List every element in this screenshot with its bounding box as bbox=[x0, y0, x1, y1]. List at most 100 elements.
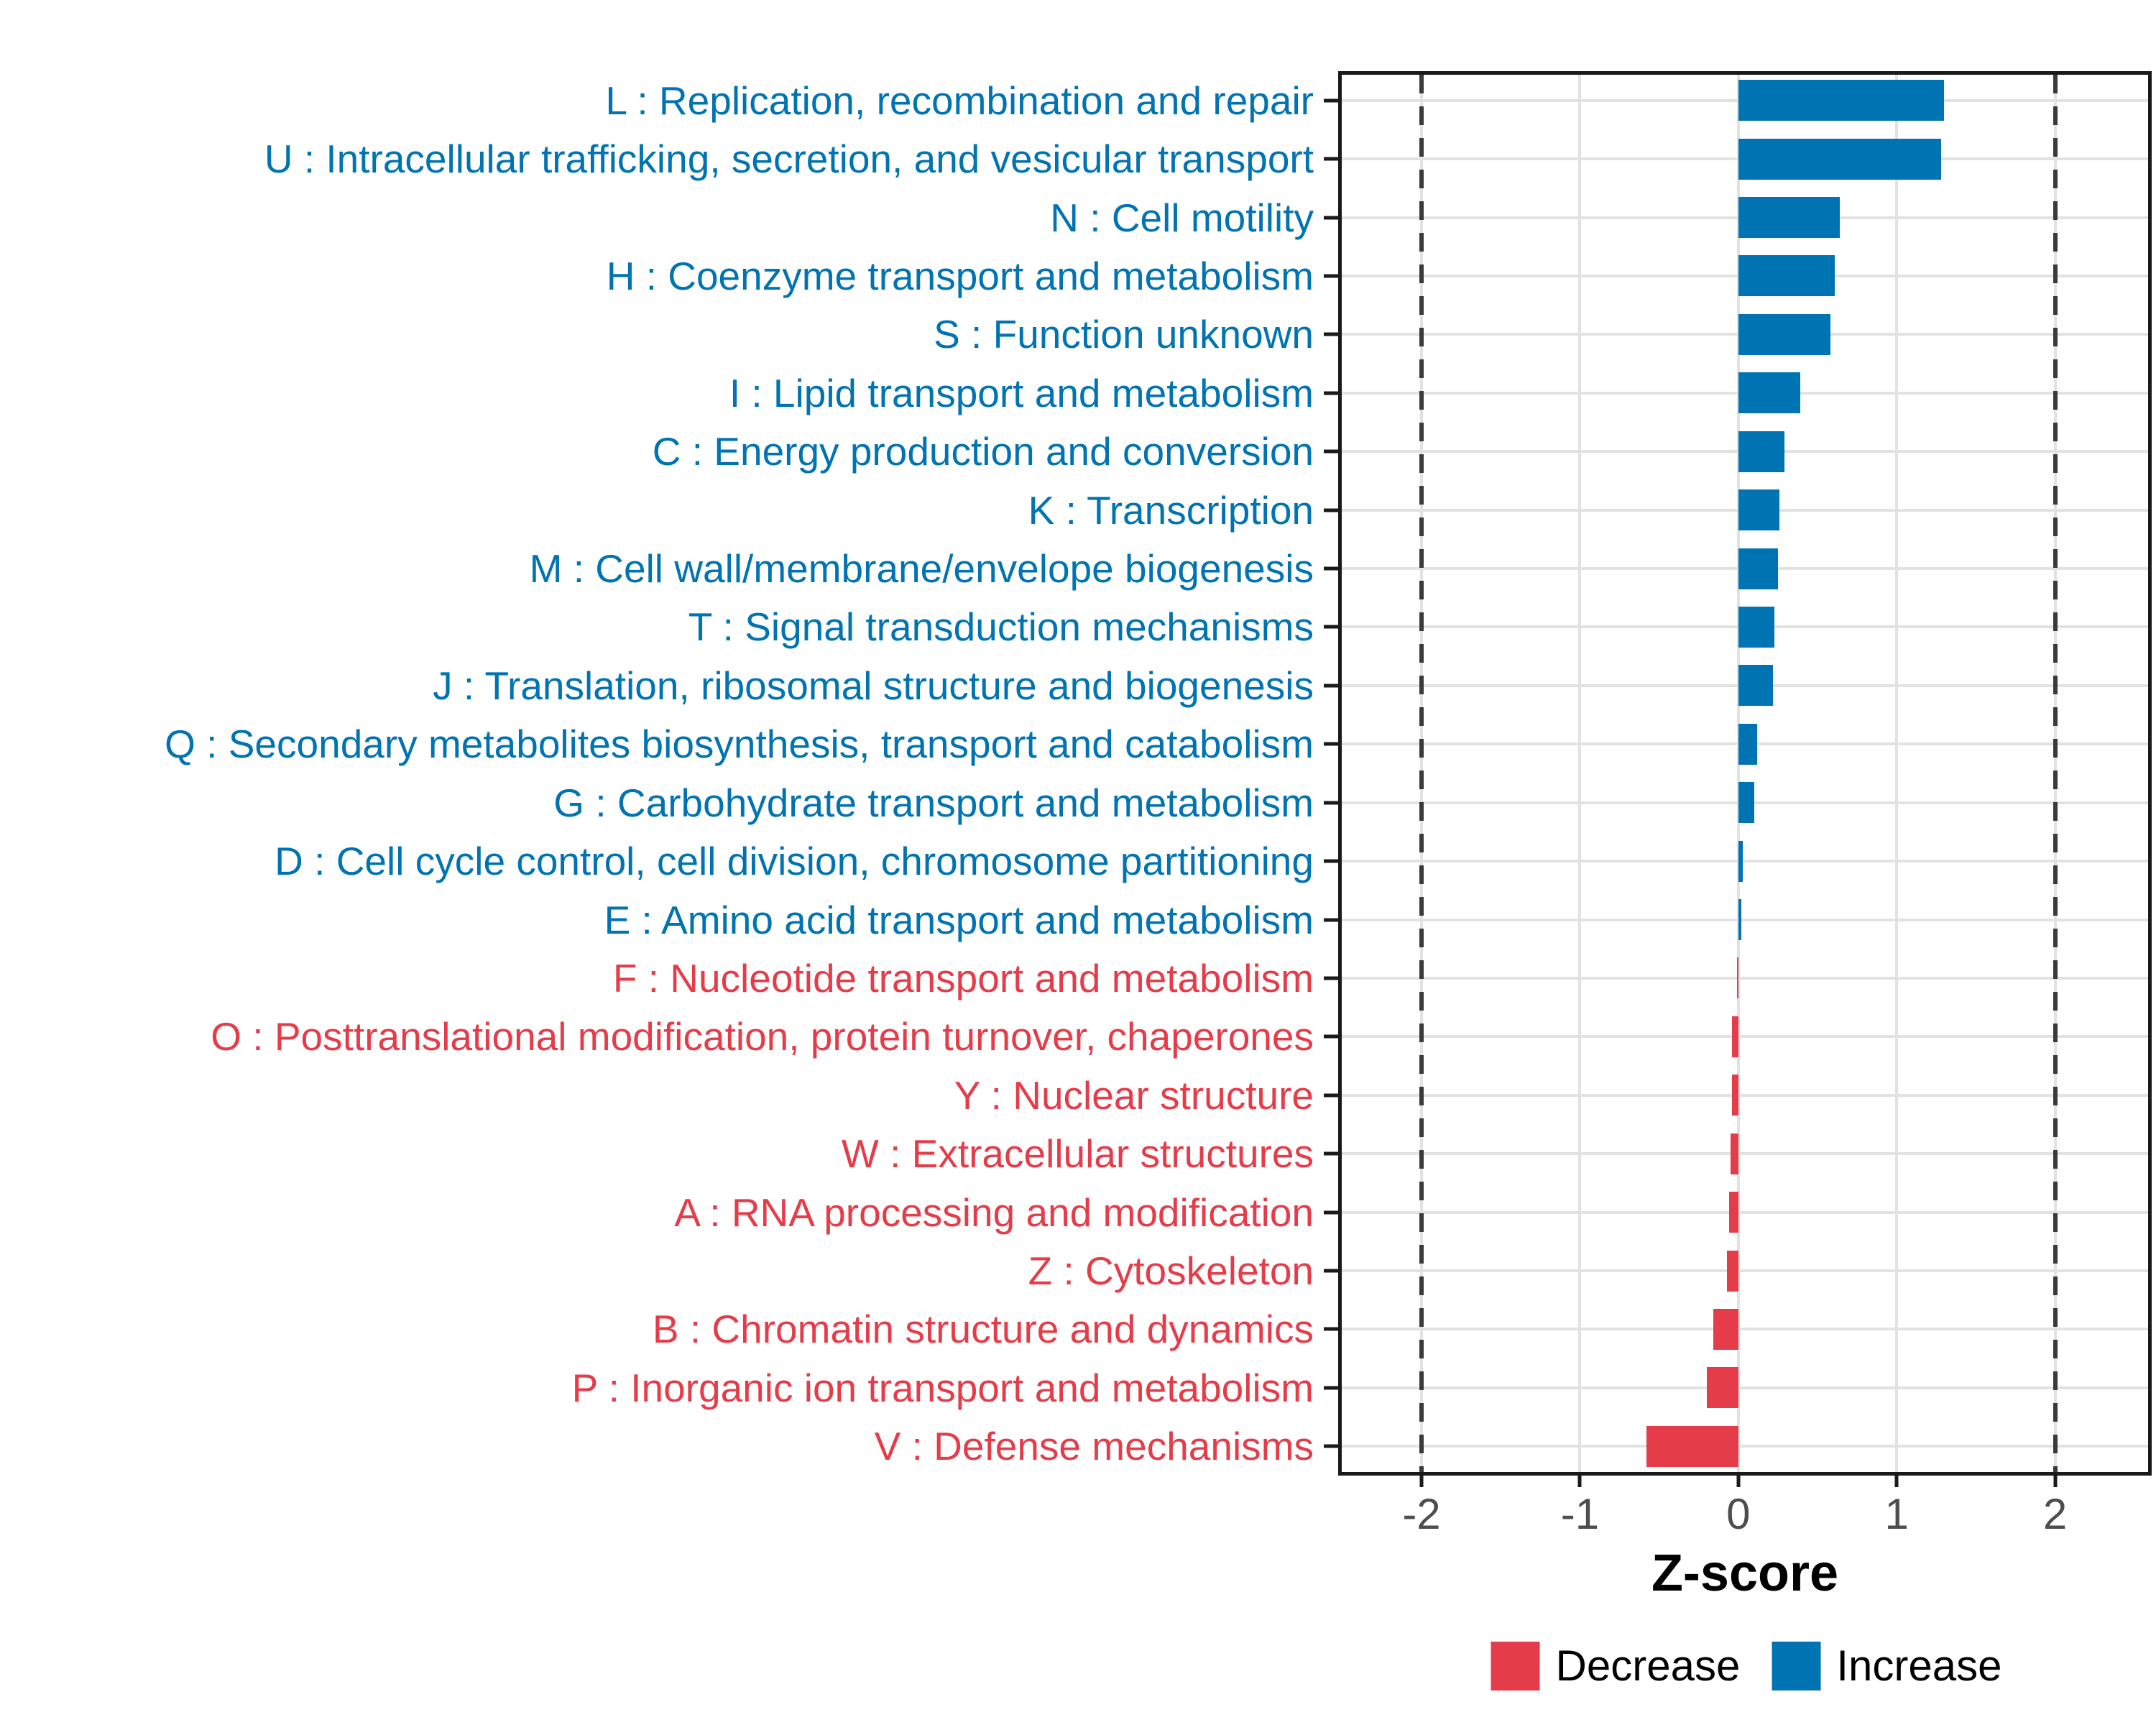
y-axis-tick bbox=[1324, 1151, 1338, 1156]
bar bbox=[1738, 431, 1784, 472]
bar bbox=[1738, 80, 1945, 121]
bar bbox=[1738, 899, 1742, 941]
x-axis-tick bbox=[2053, 1476, 2058, 1487]
x-axis-tick-label: 1 bbox=[1884, 1490, 1909, 1538]
gridline-horizontal bbox=[1342, 1093, 2148, 1097]
bar bbox=[1727, 1250, 1738, 1292]
y-axis-tick bbox=[1324, 1034, 1338, 1039]
x-axis-tick-label: 0 bbox=[1726, 1490, 1751, 1538]
bar bbox=[1738, 665, 1774, 707]
y-axis-label: U : Intracellular trafficking, secretion… bbox=[264, 137, 1314, 182]
y-axis-tick bbox=[1324, 274, 1338, 278]
legend-swatch bbox=[1772, 1641, 1821, 1690]
y-axis-tick bbox=[1324, 742, 1338, 746]
gridline-vertical bbox=[1736, 75, 1740, 1472]
y-axis-label: L : Replication, recombination and repai… bbox=[605, 78, 1314, 123]
y-axis-label: Q : Secondary metabolites biosynthesis, … bbox=[165, 722, 1314, 767]
gridline-horizontal bbox=[1342, 1445, 2148, 1448]
gridline-horizontal bbox=[1342, 1269, 2148, 1273]
bar bbox=[1738, 548, 1778, 589]
x-axis-tick-label: 2 bbox=[2042, 1490, 2068, 1538]
y-axis-tick bbox=[1324, 1327, 1338, 1331]
y-axis-label: S : Function unknown bbox=[934, 312, 1314, 357]
y-axis-label: E : Amino acid transport and metabolism bbox=[604, 897, 1314, 942]
y-axis-tick bbox=[1324, 859, 1338, 863]
bar bbox=[1706, 1367, 1738, 1409]
y-axis-tick bbox=[1324, 1386, 1338, 1390]
y-axis-tick bbox=[1324, 625, 1338, 629]
bar bbox=[1731, 1075, 1738, 1116]
legend-label: Decrease bbox=[1555, 1642, 1741, 1690]
y-axis-label: F : Nucleotide transport and metabolism bbox=[612, 955, 1314, 1000]
y-axis-label: T : Signal transduction mechanisms bbox=[688, 604, 1314, 650]
x-axis-title: Z-score bbox=[1651, 1545, 1839, 1602]
y-axis-tick bbox=[1324, 216, 1338, 220]
plot-panel bbox=[1338, 71, 2152, 1476]
bar bbox=[1713, 1308, 1738, 1350]
y-axis-label: C : Energy production and conversion bbox=[652, 429, 1314, 474]
bar bbox=[1738, 840, 1743, 882]
y-axis-label: Z : Cytoskeleton bbox=[1028, 1248, 1314, 1294]
y-axis-tick bbox=[1324, 976, 1338, 980]
y-axis-tick bbox=[1324, 1210, 1338, 1215]
y-axis-label: O : Posttranslational modification, prot… bbox=[211, 1014, 1314, 1059]
legend: Decrease Increase bbox=[1491, 1641, 2001, 1690]
gridline-horizontal bbox=[1342, 860, 2148, 863]
x-axis-tick bbox=[1894, 1476, 1899, 1487]
dashed-guide-line bbox=[1419, 75, 1424, 1472]
y-axis-tick bbox=[1324, 157, 1338, 161]
y-axis-tick bbox=[1324, 566, 1338, 571]
x-axis-tick bbox=[1736, 1476, 1741, 1487]
gridline-horizontal bbox=[1342, 1152, 2148, 1156]
y-axis-label: P : Inorganic ion transport and metaboli… bbox=[571, 1365, 1314, 1410]
y-axis-label: V : Defense mechanisms bbox=[874, 1424, 1314, 1469]
bar bbox=[1738, 313, 1830, 355]
dashed-guide-line bbox=[2053, 75, 2058, 1472]
y-axis-label: A : RNA processing and modification bbox=[674, 1190, 1314, 1235]
y-axis-tick bbox=[1324, 801, 1338, 805]
y-axis-tick bbox=[1324, 1093, 1338, 1098]
gridline-horizontal bbox=[1342, 918, 2148, 921]
legend-item: Decrease bbox=[1491, 1641, 1741, 1690]
y-axis-tick bbox=[1324, 98, 1338, 103]
bar bbox=[1738, 489, 1780, 531]
y-axis-tick bbox=[1324, 1269, 1338, 1273]
y-axis-tick bbox=[1324, 508, 1338, 512]
y-axis-tick bbox=[1324, 391, 1338, 395]
x-axis-tick bbox=[1419, 1476, 1424, 1487]
y-axis-label: B : Chromatin structure and dynamics bbox=[652, 1307, 1314, 1352]
legend-swatch bbox=[1491, 1641, 1540, 1690]
y-axis-tick bbox=[1324, 1444, 1338, 1448]
bar bbox=[1738, 255, 1835, 297]
bar bbox=[1728, 1192, 1738, 1233]
bar bbox=[1738, 138, 1941, 180]
gridline-horizontal bbox=[1342, 1328, 2148, 1331]
y-axis-tick bbox=[1324, 332, 1338, 336]
y-axis-label: H : Coenzyme transport and metabolism bbox=[606, 253, 1314, 298]
y-axis-tick bbox=[1324, 684, 1338, 688]
gridline-horizontal bbox=[1342, 1386, 2148, 1389]
y-axis-label: M : Cell wall/membrane/envelope biogenes… bbox=[529, 546, 1314, 592]
bar bbox=[1646, 1425, 1738, 1467]
bar bbox=[1738, 197, 1840, 239]
x-axis-tick-label: -2 bbox=[1402, 1490, 1441, 1538]
y-axis-tick bbox=[1324, 918, 1338, 922]
y-axis-label: J : Translation, ribosomal structure and… bbox=[433, 663, 1314, 708]
bar bbox=[1736, 957, 1738, 999]
y-axis-label: G : Carbohydrate transport and metabolis… bbox=[553, 780, 1314, 825]
bar bbox=[1738, 723, 1758, 765]
gridline-horizontal bbox=[1342, 976, 2148, 980]
gridline-horizontal bbox=[1342, 1210, 2148, 1214]
legend-label: Increase bbox=[1836, 1642, 2002, 1690]
legend-item: Increase bbox=[1772, 1641, 2001, 1690]
bar bbox=[1731, 1016, 1738, 1057]
gridline-vertical bbox=[1895, 75, 1899, 1472]
x-axis-tick bbox=[1577, 1476, 1582, 1487]
y-axis-tick bbox=[1324, 449, 1338, 454]
x-axis-tick-label: -1 bbox=[1560, 1490, 1600, 1538]
gridline-vertical bbox=[1578, 75, 1582, 1472]
bar bbox=[1738, 372, 1800, 414]
bar bbox=[1730, 1133, 1738, 1174]
bar bbox=[1738, 606, 1775, 648]
